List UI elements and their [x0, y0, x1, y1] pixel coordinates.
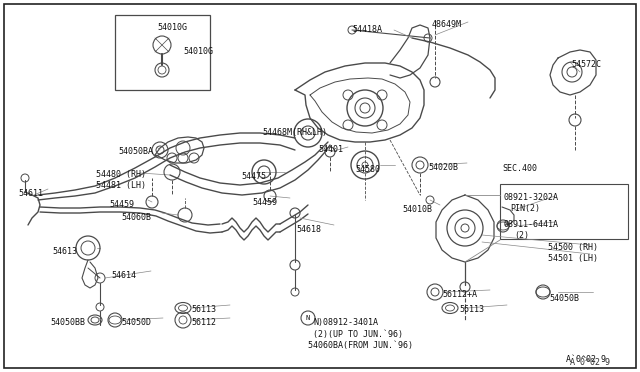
- Text: 56113: 56113: [459, 305, 484, 314]
- Text: 54010G: 54010G: [157, 23, 187, 32]
- Text: 54613: 54613: [52, 247, 77, 256]
- Text: PIN(2): PIN(2): [510, 204, 540, 213]
- Text: 54501 (LH): 54501 (LH): [548, 254, 598, 263]
- Text: 54401: 54401: [318, 145, 343, 154]
- Bar: [500, 184, 628, 239]
- Text: 54050B: 54050B: [549, 294, 579, 303]
- Text: 48649M: 48649M: [432, 20, 462, 29]
- Text: A`0^02 9: A`0^02 9: [570, 358, 610, 367]
- Text: 54618: 54618: [296, 225, 321, 234]
- Text: 54010B: 54010B: [402, 205, 432, 214]
- Text: 54459: 54459: [109, 200, 134, 209]
- Text: 54010G: 54010G: [183, 47, 213, 56]
- Text: N)08912-3401A: N)08912-3401A: [313, 318, 378, 327]
- Text: 54020B: 54020B: [428, 163, 458, 172]
- Text: 54481 (LH): 54481 (LH): [96, 181, 146, 190]
- Text: 54580: 54580: [355, 165, 380, 174]
- Text: 56112: 56112: [191, 318, 216, 327]
- Text: 54611: 54611: [18, 189, 43, 198]
- Text: 54468M(RH&LH): 54468M(RH&LH): [262, 128, 327, 137]
- Text: 54050BB: 54050BB: [50, 318, 85, 327]
- Text: 54572C: 54572C: [571, 60, 601, 69]
- Text: A`0^02 9: A`0^02 9: [566, 355, 606, 364]
- Text: 54459: 54459: [252, 198, 277, 207]
- Text: 54060B: 54060B: [121, 213, 151, 222]
- Bar: [115, 15, 210, 90]
- Text: 54418A: 54418A: [352, 25, 382, 34]
- Text: (2): (2): [514, 231, 529, 240]
- Text: 56112+A: 56112+A: [442, 290, 477, 299]
- Text: 54475: 54475: [241, 172, 266, 181]
- Text: 54060BA(FROM JUN.`96): 54060BA(FROM JUN.`96): [308, 341, 413, 350]
- Text: 08921-3202A: 08921-3202A: [503, 193, 558, 202]
- Text: 56113: 56113: [191, 305, 216, 314]
- Text: 54500 (RH): 54500 (RH): [548, 243, 598, 252]
- Text: (2)(UP TO JUN.`96): (2)(UP TO JUN.`96): [313, 330, 403, 339]
- Text: N: N: [306, 315, 310, 321]
- Text: 54614: 54614: [111, 271, 136, 280]
- Text: SEC.400: SEC.400: [502, 164, 537, 173]
- Text: 54050D: 54050D: [121, 318, 151, 327]
- Text: 54480 (RH): 54480 (RH): [96, 170, 146, 179]
- Text: 54050BA: 54050BA: [118, 147, 153, 156]
- Text: 08911-6441A: 08911-6441A: [503, 220, 558, 229]
